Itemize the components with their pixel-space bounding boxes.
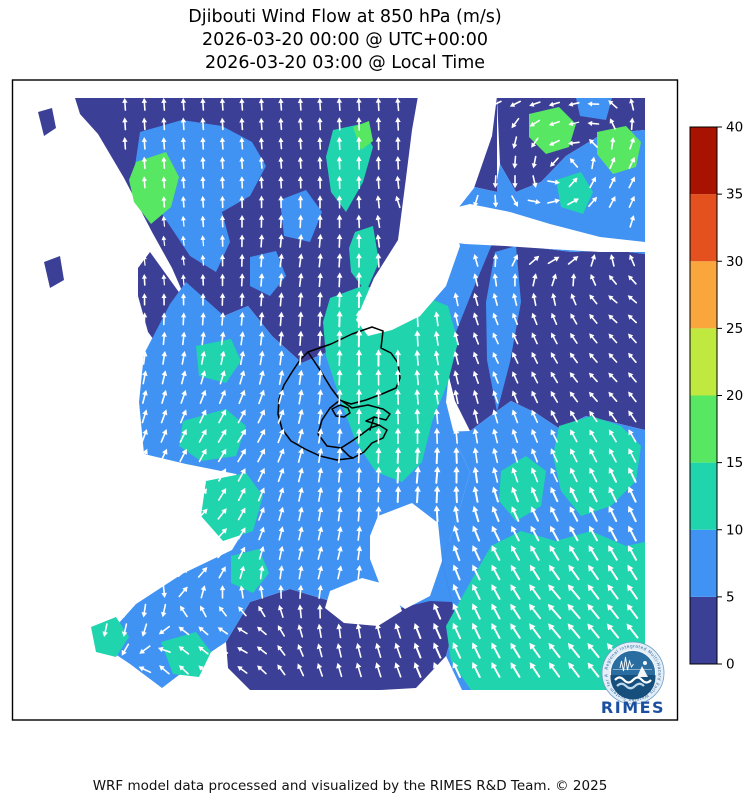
rimes-logo: Regional Integrated Multi-Hazard Early W… — [601, 641, 665, 717]
colorbar-segment — [690, 194, 717, 262]
colorbar-tick-label: 40 — [726, 120, 743, 136]
colorbar-tick-label: 35 — [726, 187, 743, 203]
colorbar-tick-label: 15 — [726, 455, 743, 471]
colorbar-segment — [690, 596, 717, 664]
colorbar-segment — [690, 261, 717, 329]
wind-arrows — [78, 97, 639, 678]
colorbar-segment — [690, 462, 717, 530]
colorbar-segment — [690, 395, 717, 463]
colorbar-tick-label: 10 — [726, 522, 743, 538]
rimes-logo-label: RIMES — [601, 698, 665, 717]
wind-speed-regions — [38, 96, 645, 690]
title-block: Djibouti Wind Flow at 850 hPa (m/s) 2026… — [0, 6, 690, 75]
colorbar-segment — [690, 328, 717, 396]
valid-time-utc: 2026-03-20 00:00 @ UTC+00:00 — [201, 30, 489, 50]
valid-time-local: 2026-03-20 03:00 @ Local Time — [204, 53, 486, 73]
colorbar: 0 5 10 15 20 25 30 35 40 — [689, 120, 743, 673]
colorbar-segment — [690, 127, 717, 195]
colorbar-segment — [690, 529, 717, 597]
colorbar-tick-label: 0 — [726, 657, 735, 673]
colorbar-tick-label: 30 — [726, 254, 743, 270]
colorbar-tick-label: 5 — [726, 589, 735, 605]
colorbar-tick-label: 20 — [726, 388, 743, 404]
footer-credit: WRF model data processed and visualized … — [92, 778, 608, 794]
chart-title: Djibouti Wind Flow at 850 hPa (m/s) — [188, 7, 502, 27]
colorbar-tick-label: 25 — [726, 321, 743, 337]
